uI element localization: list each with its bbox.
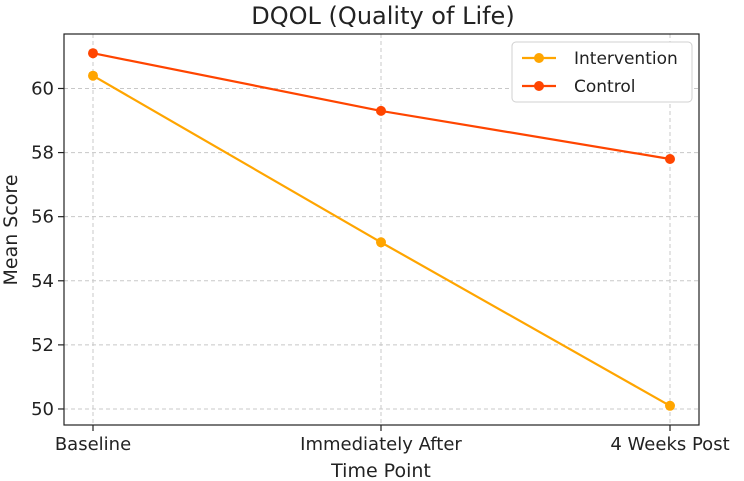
y-tick-label: 58 [31,143,54,164]
legend-label-control: Control [574,77,635,97]
y-tick-label: 52 [31,335,54,356]
legend: Intervention Control [511,41,693,103]
x-tick-label: 4 Weeks Post [610,434,729,455]
legend-swatch-marker-intervention [534,53,544,63]
series [88,48,675,411]
legend-swatch-marker-control [534,81,544,91]
x-tick-label: Baseline [55,434,131,455]
data-point-control [88,48,98,59]
data-point-intervention [88,70,98,81]
grid [64,34,699,425]
x-axis-label: Time Point [330,460,431,481]
legend-label-intervention: Intervention [574,49,678,69]
data-point-control [665,154,675,164]
y-tick-label: 50 [31,399,54,420]
y-tick-label: 60 [31,78,54,99]
y-tick-label: 54 [31,271,54,292]
x-tick-label: Immediately After [300,434,462,455]
data-point-control [376,105,386,116]
data-point-intervention [665,400,675,411]
legend-box [511,41,693,103]
data-point-intervention [376,237,386,248]
y-tick-label: 56 [31,207,54,228]
y-axis-label: Mean Score [0,174,22,285]
chart-title: DQOL (Quality of Life) [251,2,514,30]
axis-ticks: Baseline Immediately After 4 Weeks Post 50 5… [31,78,730,455]
